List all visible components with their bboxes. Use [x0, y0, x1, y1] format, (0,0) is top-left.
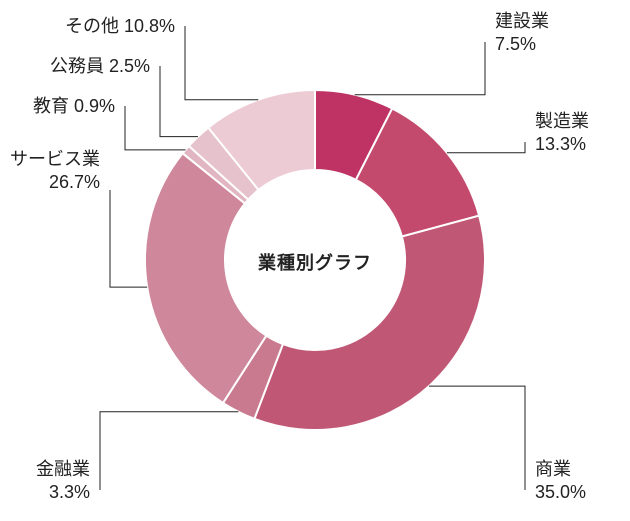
- slice-label-name: サービス業: [10, 149, 100, 169]
- slice-label-value: 7.5%: [495, 34, 536, 54]
- slice-label-value: 35.0%: [535, 482, 586, 502]
- slice-label: 製造業 13.3%: [535, 110, 589, 155]
- slice-label: 金融業 3.3%: [36, 458, 90, 503]
- leader-line: [160, 66, 198, 137]
- slice-label-value: 3.3%: [49, 482, 90, 502]
- slice-label: サービス業 26.7%: [10, 148, 100, 193]
- slice-label: 公務員 2.5%: [50, 55, 150, 78]
- slice-label-value: 13.3%: [535, 134, 586, 154]
- leader-line: [355, 42, 485, 95]
- slice-label-text: 公務員 2.5%: [50, 56, 150, 76]
- slice-label-text: 教育 0.9%: [33, 96, 115, 116]
- slice-label: その他 10.8%: [65, 15, 175, 38]
- slice-label-name: 商業: [535, 459, 571, 479]
- leader-line: [100, 412, 238, 490]
- slice-label-text: その他 10.8%: [65, 16, 175, 36]
- chart-center-title: 業種別グラフ: [215, 249, 415, 275]
- slice-label: 教育 0.9%: [33, 95, 115, 118]
- pie-slice: [254, 216, 485, 430]
- slice-label: 商業 35.0%: [535, 458, 586, 503]
- slice-label-value: 26.7%: [49, 172, 100, 192]
- leader-line: [447, 142, 525, 153]
- leader-line: [429, 386, 525, 490]
- slice-label-name: 建設業: [495, 11, 549, 31]
- leader-line: [125, 106, 186, 150]
- donut-chart: 業種別グラフ 建設業 7.5% 製造業 13.3% 商業 35.0% 金融業 3.3% サービス…: [0, 0, 630, 521]
- leader-line: [110, 190, 147, 287]
- slice-label-name: 金融業: [36, 459, 90, 479]
- slice-label: 建設業 7.5%: [495, 10, 549, 55]
- leader-line: [185, 26, 258, 100]
- slice-label-name: 製造業: [535, 111, 589, 131]
